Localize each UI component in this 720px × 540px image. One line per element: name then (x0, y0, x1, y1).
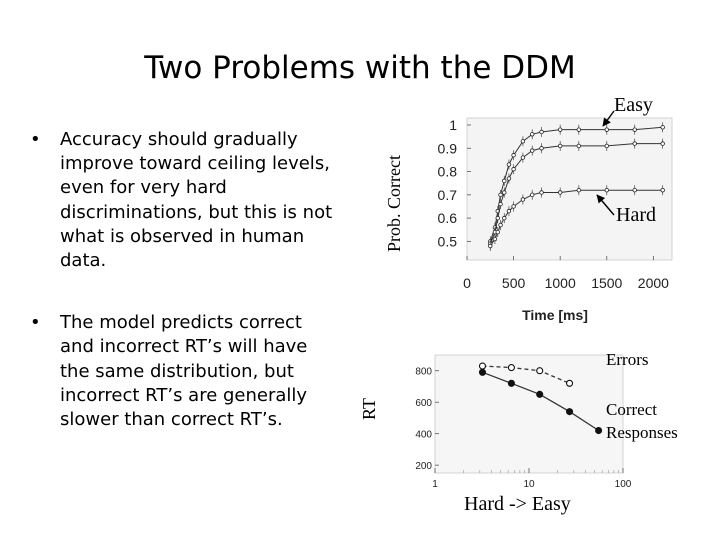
accuracy-chart: 0.5 0.6 0.7 0.8 0.9 1 0 500 1000 1500 2000 Time [m… (438, 117, 673, 323)
data-point (539, 190, 544, 195)
x-tick-label: 1 (432, 479, 438, 490)
data-point (520, 155, 526, 160)
x-tick-label: 100 (615, 479, 632, 490)
x-tick-label: 1500 (591, 275, 622, 291)
data-point (495, 229, 500, 235)
correct-point (507, 379, 515, 387)
error-point (478, 362, 487, 370)
y-tick-label: 0.7 (438, 187, 458, 203)
y-tick-label: 200 (415, 461, 432, 472)
data-point (632, 187, 637, 193)
bullet-text: Accuracy should gradually improve toward… (60, 129, 333, 272)
data-point (530, 148, 535, 153)
data-point (495, 215, 500, 221)
error-point (536, 367, 544, 375)
legend-correct: Correct Responses (606, 398, 678, 444)
data-point (632, 127, 637, 132)
slide-title: Two Problems with the DDM (144, 50, 576, 86)
data-point (530, 132, 535, 137)
bullet-accuracy: • Accuracy should gradually improve towa… (30, 128, 340, 273)
data-point (660, 141, 665, 146)
x-axis-label-hard-easy: Hard -> Easy (464, 493, 571, 515)
data-point (498, 192, 503, 198)
y-tick-label: 0.5 (438, 233, 458, 249)
legend-errors: Errors (606, 350, 649, 369)
bullet-dot: • (30, 312, 41, 334)
annotation-easy: Easy (614, 94, 653, 116)
data-point (557, 190, 563, 195)
y-tick-label: 0.6 (438, 210, 458, 226)
error-point (507, 364, 515, 372)
annotation-hard: Hard (616, 204, 656, 226)
y-tick-label: 0.9 (438, 140, 458, 156)
series-line-1 (482, 365, 570, 384)
correct-point (595, 426, 603, 435)
easy-arrow (602, 110, 615, 127)
x-tick-label: 2000 (638, 275, 669, 291)
correct-point (478, 368, 487, 376)
bullet-list: • Accuracy should gradually improve towa… (30, 128, 340, 470)
x-tick-label: 500 (502, 275, 526, 291)
data-point (576, 127, 582, 132)
data-point (506, 176, 512, 181)
data-point (511, 204, 516, 209)
data-point (604, 143, 609, 149)
y-axis-label-rt: RT (359, 398, 379, 420)
bullet-text: The model predicts correct and incorrect… (60, 312, 308, 431)
data-point (511, 167, 516, 172)
data-point (539, 146, 544, 151)
bullet-rt: • The model predicts correct and incorre… (30, 311, 340, 432)
bullet-dot: • (30, 129, 41, 150)
data-point (520, 139, 526, 144)
data-point (506, 162, 512, 167)
data-point (506, 208, 512, 214)
correct-point (536, 390, 544, 398)
y-tick-label: 0.8 (438, 164, 458, 180)
x-tick-label: 0 (463, 275, 471, 291)
data-point (557, 143, 563, 149)
data-point (498, 222, 503, 228)
data-point (488, 243, 493, 249)
data-point (632, 141, 637, 146)
data-point (539, 129, 544, 135)
data-point (502, 215, 507, 221)
data-point (604, 127, 609, 132)
y-tick-label: 400 (415, 430, 432, 441)
y-tick-label: 1 (449, 117, 457, 133)
plot-area (466, 117, 673, 261)
y-tick-label: 600 (415, 398, 432, 409)
data-point (530, 192, 535, 198)
data-point (520, 197, 526, 202)
data-point (557, 127, 563, 132)
data-point (511, 153, 516, 158)
x-tick-label: 10 (523, 479, 535, 490)
legend-correct-line2: Responses (606, 423, 678, 442)
y-tick-label: 800 (415, 367, 432, 378)
hard-arrow (596, 194, 615, 216)
plot-area (434, 354, 624, 474)
legend-correct-line1: Correct (606, 400, 657, 419)
data-point (502, 178, 507, 184)
data-point (576, 187, 582, 193)
data-point (604, 187, 609, 193)
data-point (660, 187, 665, 193)
data-point (502, 190, 507, 195)
error-point (565, 379, 574, 387)
data-point (492, 236, 498, 242)
data-point (576, 143, 582, 149)
x-tick-label: 1000 (545, 275, 576, 291)
rt-chart: 200 400 600 800 1 10 100 (415, 354, 632, 490)
correct-point (565, 408, 574, 416)
data-point (498, 201, 503, 207)
x-axis-label: Time [ms] (522, 307, 588, 323)
data-point (660, 125, 665, 130)
